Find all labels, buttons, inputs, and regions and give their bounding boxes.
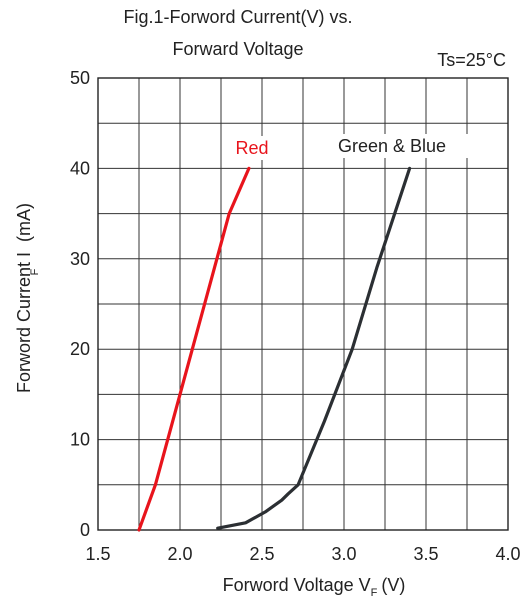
series-line-red (137, 166, 251, 532)
temperature-condition: Ts=25°C (437, 50, 506, 70)
x-tick-label: 4.0 (495, 544, 520, 564)
x-axis-label-unit: (V) (381, 575, 405, 595)
x-axis-label: Forword Voltage VF (V) (223, 575, 406, 599)
y-tick-label: 0 (80, 520, 90, 540)
y-tick-label: 50 (70, 68, 90, 88)
y-tick-label: 30 (70, 249, 90, 269)
y-tick-label: 10 (70, 430, 90, 450)
y-tick-label: 40 (70, 158, 90, 178)
series-line-green-blue (216, 166, 412, 530)
x-tick-label: 2.0 (167, 544, 192, 564)
x-axis-label-subscript: F (371, 587, 378, 599)
x-tick-label: 3.5 (413, 544, 438, 564)
x-axis-label-main: Forword Voltage V (223, 575, 371, 595)
red-label-background (228, 136, 276, 160)
x-axis-ticks: 1.5 2.0 2.5 3.0 3.5 4.0 (85, 544, 520, 564)
series-lines (137, 166, 412, 532)
plot-frame (97, 77, 509, 531)
y-axis-label-subscript: F (29, 268, 41, 275)
x-tick-label: 3.0 (331, 544, 356, 564)
series-label-green-blue: Green & Blue (338, 136, 446, 156)
x-tick-label: 1.5 (85, 544, 110, 564)
y-tick-label: 20 (70, 339, 90, 359)
y-axis-ticks: 0 10 20 30 40 50 (70, 68, 90, 540)
y-axis-label: Forword Current I (mA) (14, 203, 34, 393)
chart-title: Fig.1-Forword Current(V) vs. (123, 7, 352, 27)
green-blue-label-background (316, 134, 468, 158)
x-tick-label: 2.5 (249, 544, 274, 564)
chart-subtitle: Forward Voltage (172, 39, 303, 59)
series-label-red: Red (235, 138, 268, 158)
